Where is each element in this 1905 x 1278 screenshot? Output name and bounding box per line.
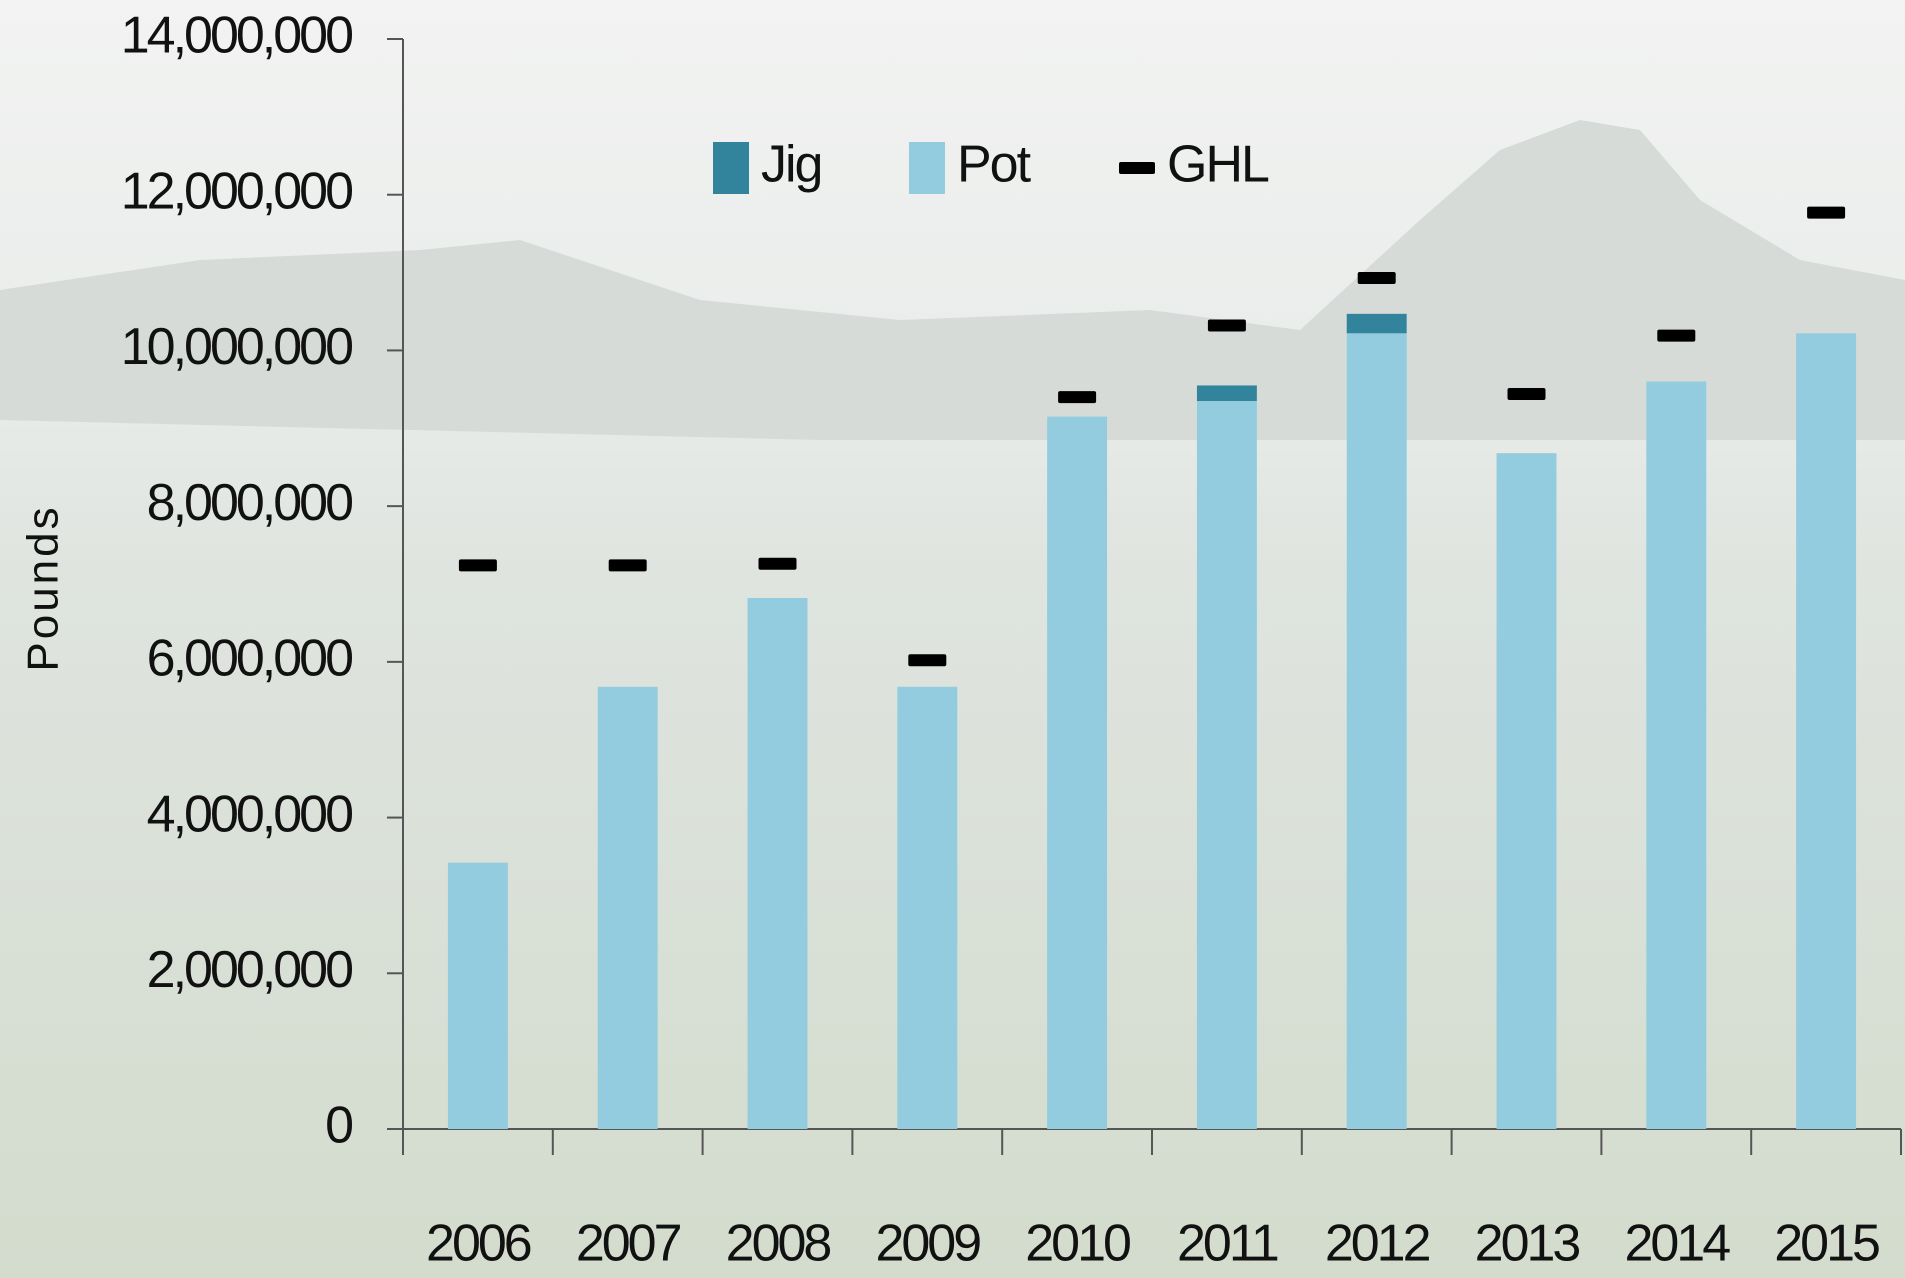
bar-segment — [1796, 333, 1857, 1129]
bar-segment — [1346, 313, 1407, 334]
legend-label: Jig — [761, 136, 821, 194]
x-tick-label: 2013 — [1475, 1215, 1580, 1273]
ghl-marker — [758, 557, 797, 570]
x-tick-label: 2015 — [1774, 1215, 1879, 1273]
ghl-marker — [608, 559, 647, 572]
mountain-silhouette — [0, 120, 1905, 440]
y-tick-label: 12,000,000 — [121, 162, 352, 220]
legend-label: GHL — [1167, 136, 1269, 194]
y-tick-label: 2,000,000 — [147, 941, 352, 999]
bar-segment — [1346, 333, 1407, 1129]
ghl-marker — [1207, 319, 1246, 332]
legend-label: Pot — [957, 136, 1032, 194]
bar-segment — [1196, 385, 1257, 402]
bar-segment — [1496, 453, 1557, 1129]
ghl-marker — [908, 654, 947, 667]
bar-segment — [1196, 401, 1257, 1129]
bar-segment — [1047, 416, 1108, 1129]
x-tick-label: 2014 — [1624, 1215, 1730, 1273]
ghl-marker — [1058, 391, 1097, 404]
legend-swatch — [713, 142, 749, 194]
ghl-marker — [1507, 388, 1546, 401]
ghl-marker — [1657, 329, 1696, 342]
ghl-marker — [1807, 206, 1846, 219]
y-tick-label: 10,000,000 — [121, 318, 352, 376]
y-tick-label: 4,000,000 — [147, 785, 352, 843]
bar-segment — [897, 686, 958, 1129]
y-tick-label: 6,000,000 — [147, 630, 352, 688]
y-tick-label: 0 — [325, 1097, 352, 1155]
y-axis-title: Pounds — [19, 504, 68, 671]
bar-segment — [447, 862, 508, 1129]
y-tick-label: 14,000,000 — [121, 7, 352, 65]
legend-swatch — [1119, 162, 1155, 174]
x-tick-label: 2010 — [1025, 1215, 1130, 1273]
legend-swatch — [909, 142, 945, 194]
ghl-marker — [1357, 272, 1396, 285]
y-tick-label: 8,000,000 — [147, 474, 352, 532]
x-tick-label: 2012 — [1325, 1215, 1430, 1273]
x-tick-label: 2006 — [426, 1215, 531, 1273]
ghl-marker — [458, 559, 497, 572]
bar-segment — [747, 598, 808, 1129]
bar-segment — [1646, 381, 1707, 1130]
x-tick-label: 2011 — [1177, 1215, 1278, 1273]
bar-segment — [597, 686, 658, 1129]
x-tick-label: 2008 — [726, 1215, 831, 1273]
x-tick-label: 2009 — [875, 1215, 980, 1273]
x-tick-label: 2007 — [576, 1215, 681, 1273]
